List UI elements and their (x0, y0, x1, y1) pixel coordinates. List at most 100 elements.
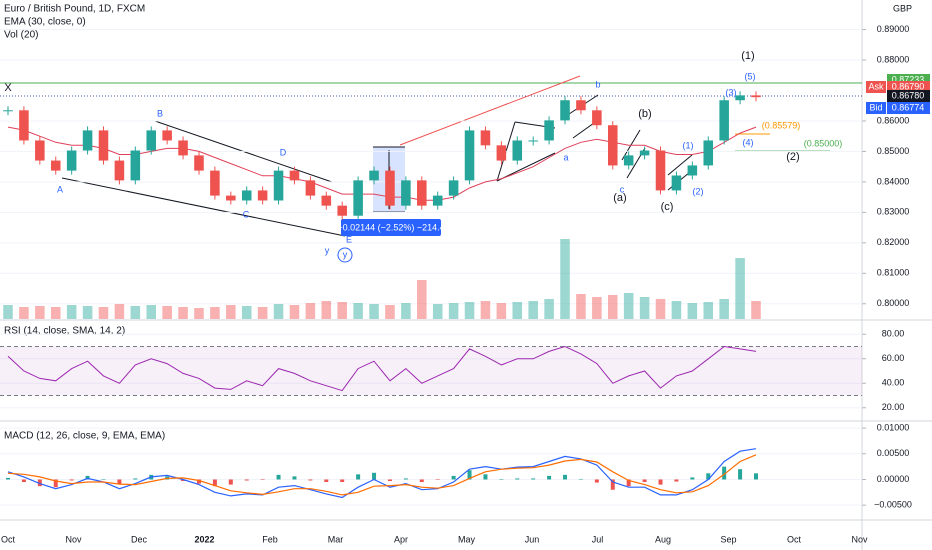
candle (751, 95, 761, 98)
candle (464, 130, 475, 181)
volume-bar (735, 258, 745, 319)
candle (210, 170, 220, 196)
x-tick-label: Feb (262, 534, 278, 544)
volume-bar (98, 307, 109, 319)
candle (369, 170, 379, 181)
volume-bar (210, 307, 220, 319)
price-tag-value: 0.86774 (892, 102, 925, 112)
x-tick-label: Nov (65, 534, 82, 544)
y-tick-label: 0.85000 (877, 146, 910, 156)
y-tick-label: 0.82000 (877, 237, 910, 247)
histogram-bar (563, 474, 568, 480)
x-tick-label: Jun (525, 534, 540, 544)
volume-bar (576, 294, 586, 319)
y-tick-label: 0.00000 (877, 474, 910, 484)
indicator-label: RSI (14, close, SMA, 14, 2) (4, 326, 125, 337)
annotation: (b) (638, 108, 651, 120)
annotation: (a) (613, 192, 626, 204)
candle (703, 140, 714, 166)
candle (50, 160, 61, 171)
histogram-bar (308, 479, 313, 481)
volume-bar (687, 303, 698, 319)
annotation: (2) (693, 186, 704, 196)
candle (496, 145, 507, 161)
histogram-bar (372, 472, 377, 480)
volume-bar (3, 305, 13, 319)
candle (544, 120, 554, 141)
volume-bar (560, 239, 570, 319)
annotation: A (57, 184, 63, 194)
annotation: C (243, 209, 250, 219)
histogram-bar (53, 479, 58, 488)
candle (3, 110, 13, 112)
candle (480, 130, 491, 146)
candle (114, 160, 125, 181)
volume-bar (35, 306, 45, 319)
y-tick-label: 0.84000 (877, 176, 910, 186)
price-tag-value: 0.86780 (892, 90, 925, 100)
histogram-bar (181, 479, 186, 482)
candle (417, 180, 427, 206)
histogram-bar (244, 479, 249, 481)
histogram-bar (276, 474, 281, 480)
volume-bar (273, 304, 284, 319)
histogram-bar (212, 479, 217, 487)
histogram-bar (117, 479, 122, 485)
candle (528, 140, 538, 142)
trendline (61, 177, 346, 237)
candle (432, 195, 443, 206)
volume-bar (241, 306, 252, 319)
histogram-bar (340, 479, 345, 483)
histogram-bar (37, 479, 42, 487)
annotation: b (595, 79, 600, 89)
annotation: (2) (786, 151, 799, 163)
candle (655, 150, 666, 191)
chart-title: Euro / British Pound, 1D, FXCM (4, 4, 145, 15)
volume-bar (162, 306, 172, 319)
histogram-bar (722, 466, 727, 480)
candle (607, 125, 618, 166)
trendline (667, 154, 693, 176)
candle (448, 180, 459, 196)
indicator-label: MACD (12, 26, close, 9, EMA, EMA) (4, 431, 165, 442)
volume-bar (671, 301, 682, 319)
histogram-bar (467, 470, 472, 480)
measure-label: −0.02144 (−2.52%) −214.4 (337, 222, 444, 232)
annotation: (c) (661, 201, 674, 213)
annotation: D (280, 147, 287, 157)
volume-bar (592, 297, 602, 319)
y-tick-label: 20.00 (882, 402, 905, 412)
x-tick-label: Mar (328, 534, 344, 544)
histogram-bar (578, 478, 583, 480)
measure-label-bg (341, 219, 441, 236)
x-tick-label: Aug (655, 534, 671, 544)
volume-bar (369, 304, 379, 319)
candle (82, 130, 93, 151)
y-tick-label: −0.00500 (874, 500, 912, 510)
annotation: B (157, 108, 163, 118)
annotation: y (343, 249, 348, 259)
candle (130, 150, 141, 181)
x-tick-label: Apr (394, 534, 408, 544)
price-tag-value: 0.86790 (892, 81, 925, 91)
histogram-bar (85, 475, 90, 480)
y-tick-label: 0.88000 (877, 54, 910, 64)
histogram-bar (292, 476, 297, 480)
volume-bar (703, 302, 714, 319)
indicator-label: EMA (30, close, 0) (4, 17, 86, 28)
price-tag-bg (887, 102, 930, 114)
volume-bar (607, 295, 618, 319)
histogram-bar (133, 478, 138, 480)
candle (735, 95, 745, 101)
histogram-bar (706, 473, 711, 480)
candle (35, 140, 45, 161)
annotation: a (563, 152, 568, 162)
histogram-bar (101, 479, 106, 480)
annotation: (5) (745, 71, 756, 81)
candle (671, 175, 682, 191)
volume-bar (719, 299, 729, 319)
histogram-bar (387, 479, 392, 482)
price-tag-label: Bid (869, 102, 882, 112)
histogram-bar (6, 477, 10, 480)
